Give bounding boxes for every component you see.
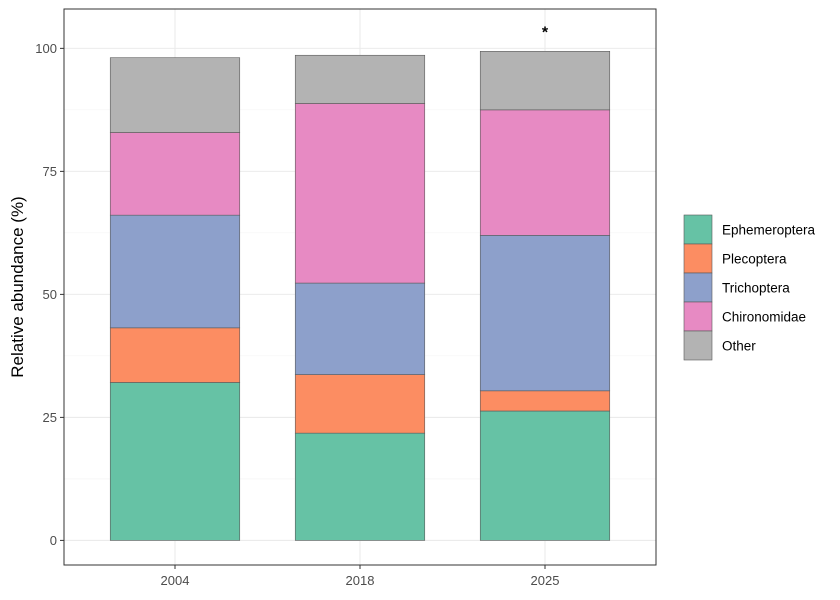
- bar-segment-trichoptera-2025: [479, 235, 611, 392]
- legend-key-chironomidae: [683, 301, 713, 332]
- y-axis: 0 25 50 75 100: [35, 41, 64, 548]
- bar-segment-trichoptera-2004: [109, 214, 241, 329]
- legend-label-chironomidae: Chironomidae: [722, 310, 806, 325]
- bar-segment-chironomidae-2004: [109, 132, 241, 216]
- y-tick-label: 75: [43, 164, 57, 179]
- y-tick-label: 100: [35, 41, 57, 56]
- bar-segment-ephemeroptera-2018: [294, 432, 426, 541]
- legend: Ephemeroptera Plecoptera Trichoptera Chiron…: [683, 214, 816, 361]
- x-tick-label: 2025: [531, 573, 560, 588]
- legend-label-plecoptera: Plecoptera: [722, 252, 787, 267]
- bar-segment-chironomidae-2018: [294, 103, 426, 284]
- legend-key-trichoptera: [683, 272, 713, 303]
- bar-segment-other-2025: [479, 51, 611, 111]
- bars: [109, 51, 611, 541]
- bar-segment-plecoptera-2025: [479, 390, 611, 412]
- bar-segment-plecoptera-2018: [294, 374, 426, 434]
- x-tick-label: 2004: [161, 573, 190, 588]
- legend-label-trichoptera: Trichoptera: [722, 281, 790, 296]
- bar-segment-ephemeroptera-2025: [479, 410, 611, 541]
- x-axis: 2004 2018 2025: [161, 565, 560, 588]
- legend-label-other: Other: [722, 339, 756, 354]
- bar-segment-other-2004: [109, 57, 241, 133]
- legend-key-ephemeroptera: [683, 214, 713, 245]
- legend-label-ephemeroptera: Ephemeroptera: [722, 223, 816, 238]
- significance-marker: *: [542, 24, 549, 41]
- legend-key-other: [683, 330, 713, 361]
- x-tick-label: 2018: [346, 573, 375, 588]
- bar-segment-trichoptera-2018: [294, 282, 426, 375]
- bar-segment-other-2018: [294, 54, 426, 104]
- y-tick-label: 25: [43, 410, 57, 425]
- bar-segment-chironomidae-2025: [479, 109, 611, 236]
- y-tick-label: 0: [50, 533, 57, 548]
- bar-segment-plecoptera-2004: [109, 327, 241, 383]
- y-tick-label: 50: [43, 287, 57, 302]
- annotations: *: [542, 24, 549, 41]
- bar-segment-ephemeroptera-2004: [109, 382, 241, 541]
- y-axis-title: Relative abundance (%): [8, 196, 27, 377]
- legend-key-plecoptera: [683, 243, 713, 274]
